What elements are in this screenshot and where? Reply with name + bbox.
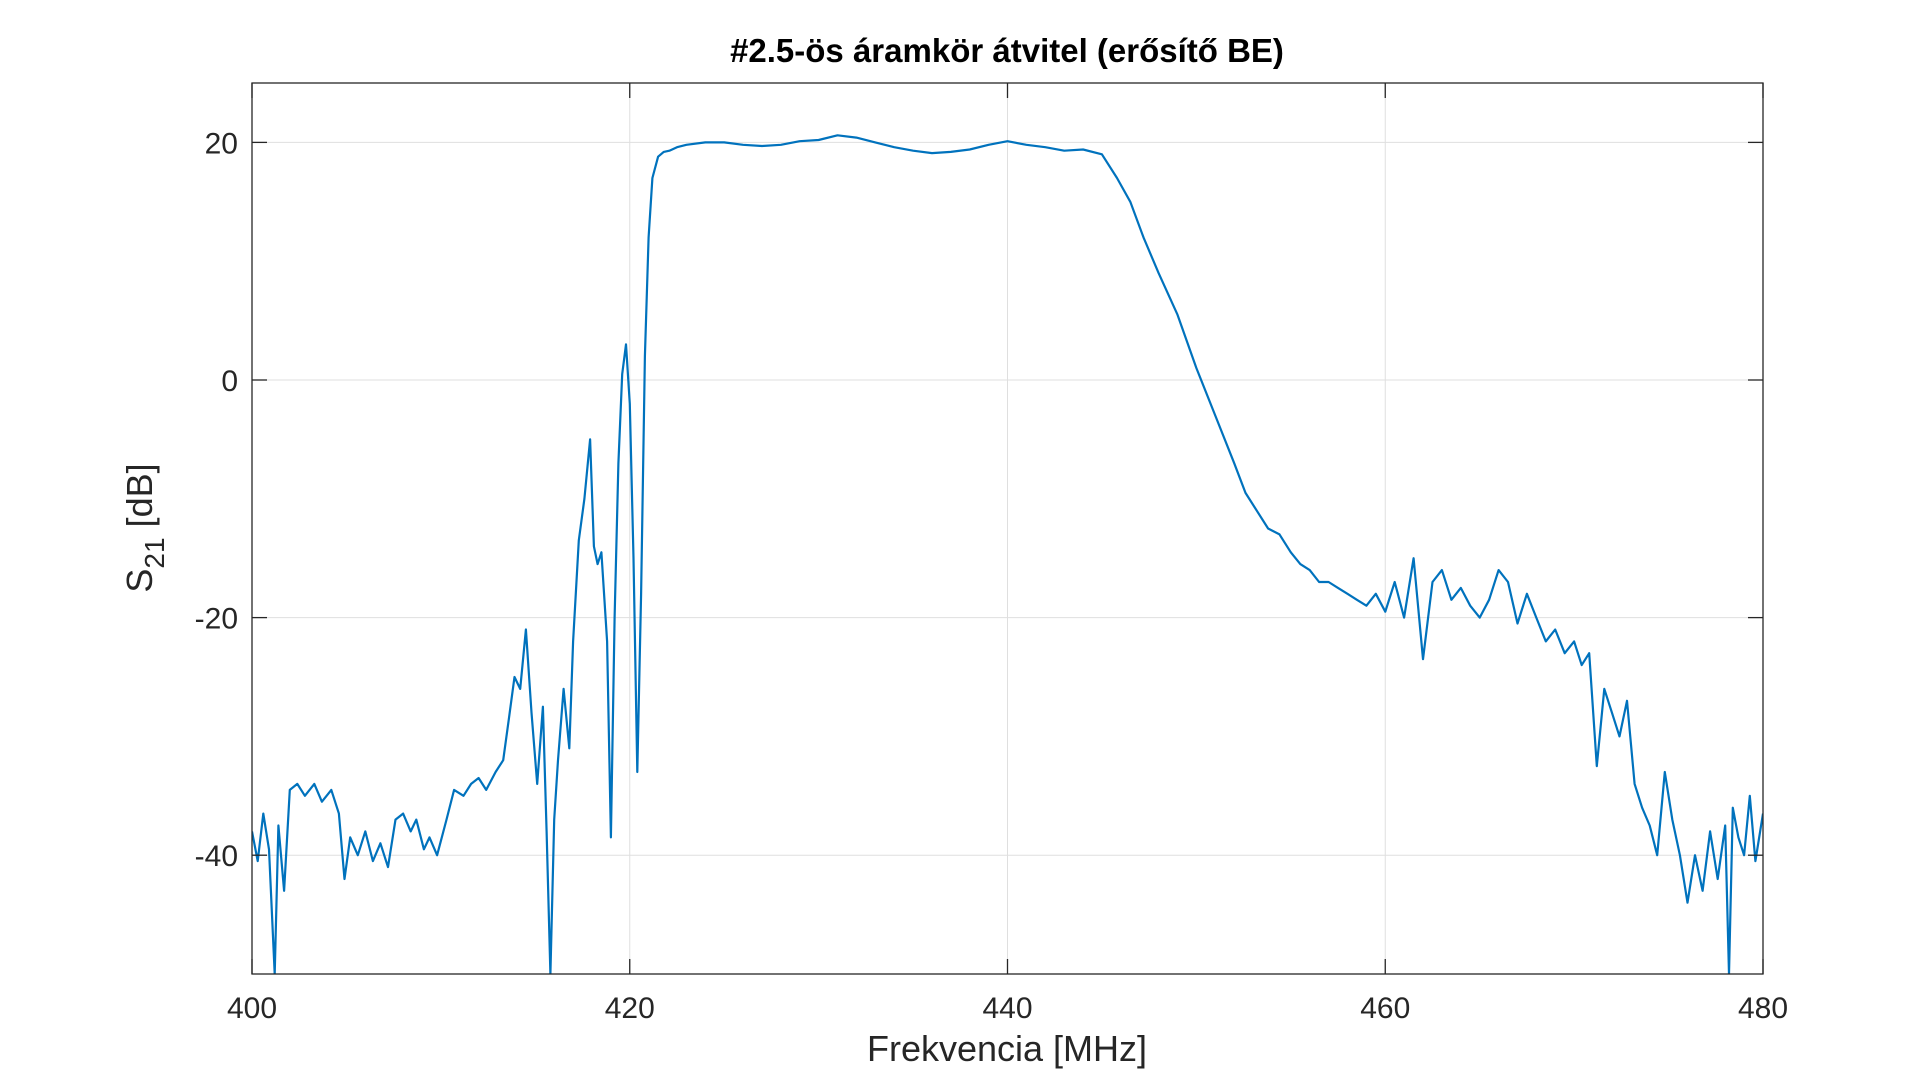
x-tick-label: 440 <box>982 992 1032 1025</box>
series-line-0 <box>252 134 1763 974</box>
x-tick-label: 420 <box>605 992 655 1025</box>
chart-title: #2.5-ös áramkör átvitel (erősítő BE) <box>730 32 1284 69</box>
x-tick-label: 460 <box>1360 992 1410 1025</box>
series-layer <box>252 134 1763 974</box>
x-tick-label: 480 <box>1738 992 1788 1025</box>
y-tick-label: 20 <box>205 127 238 160</box>
y-tick-label: -20 <box>195 603 238 636</box>
y-axis-title: S21 [dB] <box>119 463 170 592</box>
x-tick-labels: 400 420 440 460 480 <box>227 992 1788 1025</box>
y-axis-title-unit: [dB] <box>119 463 160 527</box>
y-gridlines <box>252 141 1763 856</box>
x-axis-title: Frekvencia [MHz] <box>867 1028 1147 1069</box>
y-tick-label: -40 <box>195 840 238 873</box>
axis-ticks <box>251 83 1764 974</box>
y-tick-labels: -40 -20 0 20 <box>195 127 238 873</box>
y-axis-title-subscript: 21 <box>139 537 170 568</box>
y-tick-label: 0 <box>221 365 238 398</box>
x-tick-label: 400 <box>227 992 277 1025</box>
y-axis-title-main: S <box>119 569 160 593</box>
